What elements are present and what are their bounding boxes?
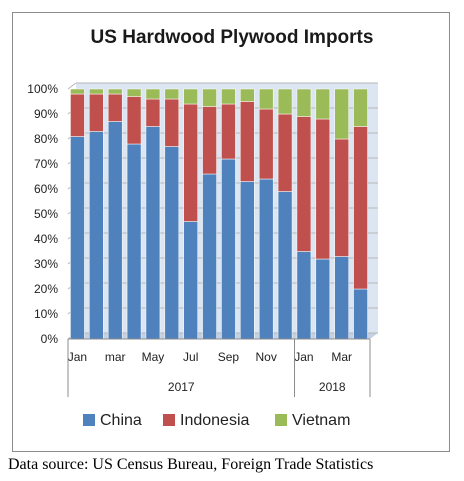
bar-indonesia	[70, 93, 85, 137]
legend-label-vietnam: Vietnam	[292, 412, 350, 429]
bar-china	[296, 251, 312, 340]
y-tick-label: 30%	[34, 257, 58, 271]
bar-china	[107, 121, 123, 340]
y-tick-label: 60%	[34, 182, 58, 196]
bar-vietnam	[240, 88, 255, 102]
x-tick-label: Mar	[331, 350, 352, 364]
bar-china	[240, 181, 255, 340]
bar-indonesia	[126, 96, 142, 145]
bar-vietnam	[296, 88, 312, 117]
legend-label-china: China	[100, 412, 142, 429]
bar-vietnam	[221, 88, 236, 105]
bar-indonesia	[353, 126, 368, 290]
bar-indonesia	[183, 103, 198, 222]
x-tick-label: mar	[105, 350, 126, 364]
bar-china	[315, 258, 331, 340]
bar-vietnam	[126, 88, 142, 97]
y-tick-label: 70%	[34, 157, 58, 171]
bar-china	[145, 126, 161, 340]
bar-china	[164, 146, 180, 340]
bar-indonesia	[221, 103, 236, 160]
gridline-depth	[67, 82, 77, 90]
bar-vietnam	[258, 88, 274, 110]
chart-frame: US Hardwood Plywood Imports 0% 10% 20% 30% 4…	[12, 12, 450, 452]
x-tick-label: Nov	[256, 350, 277, 364]
bar-china	[183, 221, 198, 340]
y-tick-label: 20%	[34, 282, 58, 296]
bar-indonesia	[277, 113, 293, 192]
x-tick-label: Jan	[294, 350, 313, 364]
bar-indonesia	[107, 93, 123, 122]
year-label: 2017	[168, 380, 195, 394]
legend-swatch-vietnam	[275, 414, 287, 426]
bar-china	[70, 136, 85, 340]
bar-china	[258, 178, 274, 340]
bar-indonesia	[89, 93, 104, 132]
stacked-bar-chart: 0% 10% 20% 30% 40% 50% 60% 70% 80% 90% 100% Jan mar M…	[27, 82, 378, 429]
source-note: Data source: US Census Bureau, Foreign T…	[8, 456, 374, 473]
y-tick-label: 80%	[34, 132, 58, 146]
bar-indonesia	[258, 108, 274, 180]
bar-vietnam	[183, 88, 198, 105]
bar-vietnam	[334, 88, 349, 140]
legend-swatch-indonesia	[163, 414, 175, 426]
y-tick-label: 40%	[34, 232, 58, 246]
bar-vietnam	[89, 88, 104, 95]
bar-vietnam	[107, 88, 123, 95]
x-tick-label: Jan	[68, 350, 87, 364]
chart-title: US Hardwood Plywood Imports	[90, 27, 374, 48]
bar-vietnam	[145, 88, 161, 100]
bar-vietnam	[277, 88, 293, 115]
bar-vietnam	[315, 88, 331, 120]
legend-label-indonesia: Indonesia	[180, 412, 249, 429]
y-tick-label: 10%	[34, 307, 58, 321]
bar-indonesia	[145, 98, 161, 127]
x-tick-label: Sep	[218, 350, 240, 364]
bar-indonesia	[202, 106, 217, 175]
y-tick-label: 50%	[34, 207, 58, 221]
bar-indonesia	[334, 138, 349, 257]
bar-indonesia	[296, 116, 312, 252]
bar-vietnam	[164, 88, 180, 100]
bar-china	[202, 173, 217, 340]
y-tick-label: 100%	[27, 82, 58, 96]
legend-swatch-china	[83, 414, 95, 426]
bar-china	[89, 131, 104, 340]
y-tick-label: 0%	[41, 332, 59, 346]
bar-vietnam	[202, 88, 217, 107]
x-tick-label: May	[142, 350, 165, 364]
bar-china	[221, 158, 236, 340]
bar-indonesia	[240, 101, 255, 182]
bar-vietnam	[70, 88, 85, 95]
bar-china	[277, 191, 293, 340]
y-tick-label: 90%	[34, 107, 58, 121]
bar-indonesia	[315, 118, 331, 260]
year-label: 2018	[319, 380, 346, 394]
x-tick-label: Jul	[183, 350, 198, 364]
bar-china	[334, 256, 349, 340]
bar-china	[126, 143, 142, 340]
bar-china	[353, 288, 368, 340]
bar-indonesia	[164, 98, 180, 147]
bar-vietnam	[353, 88, 368, 127]
